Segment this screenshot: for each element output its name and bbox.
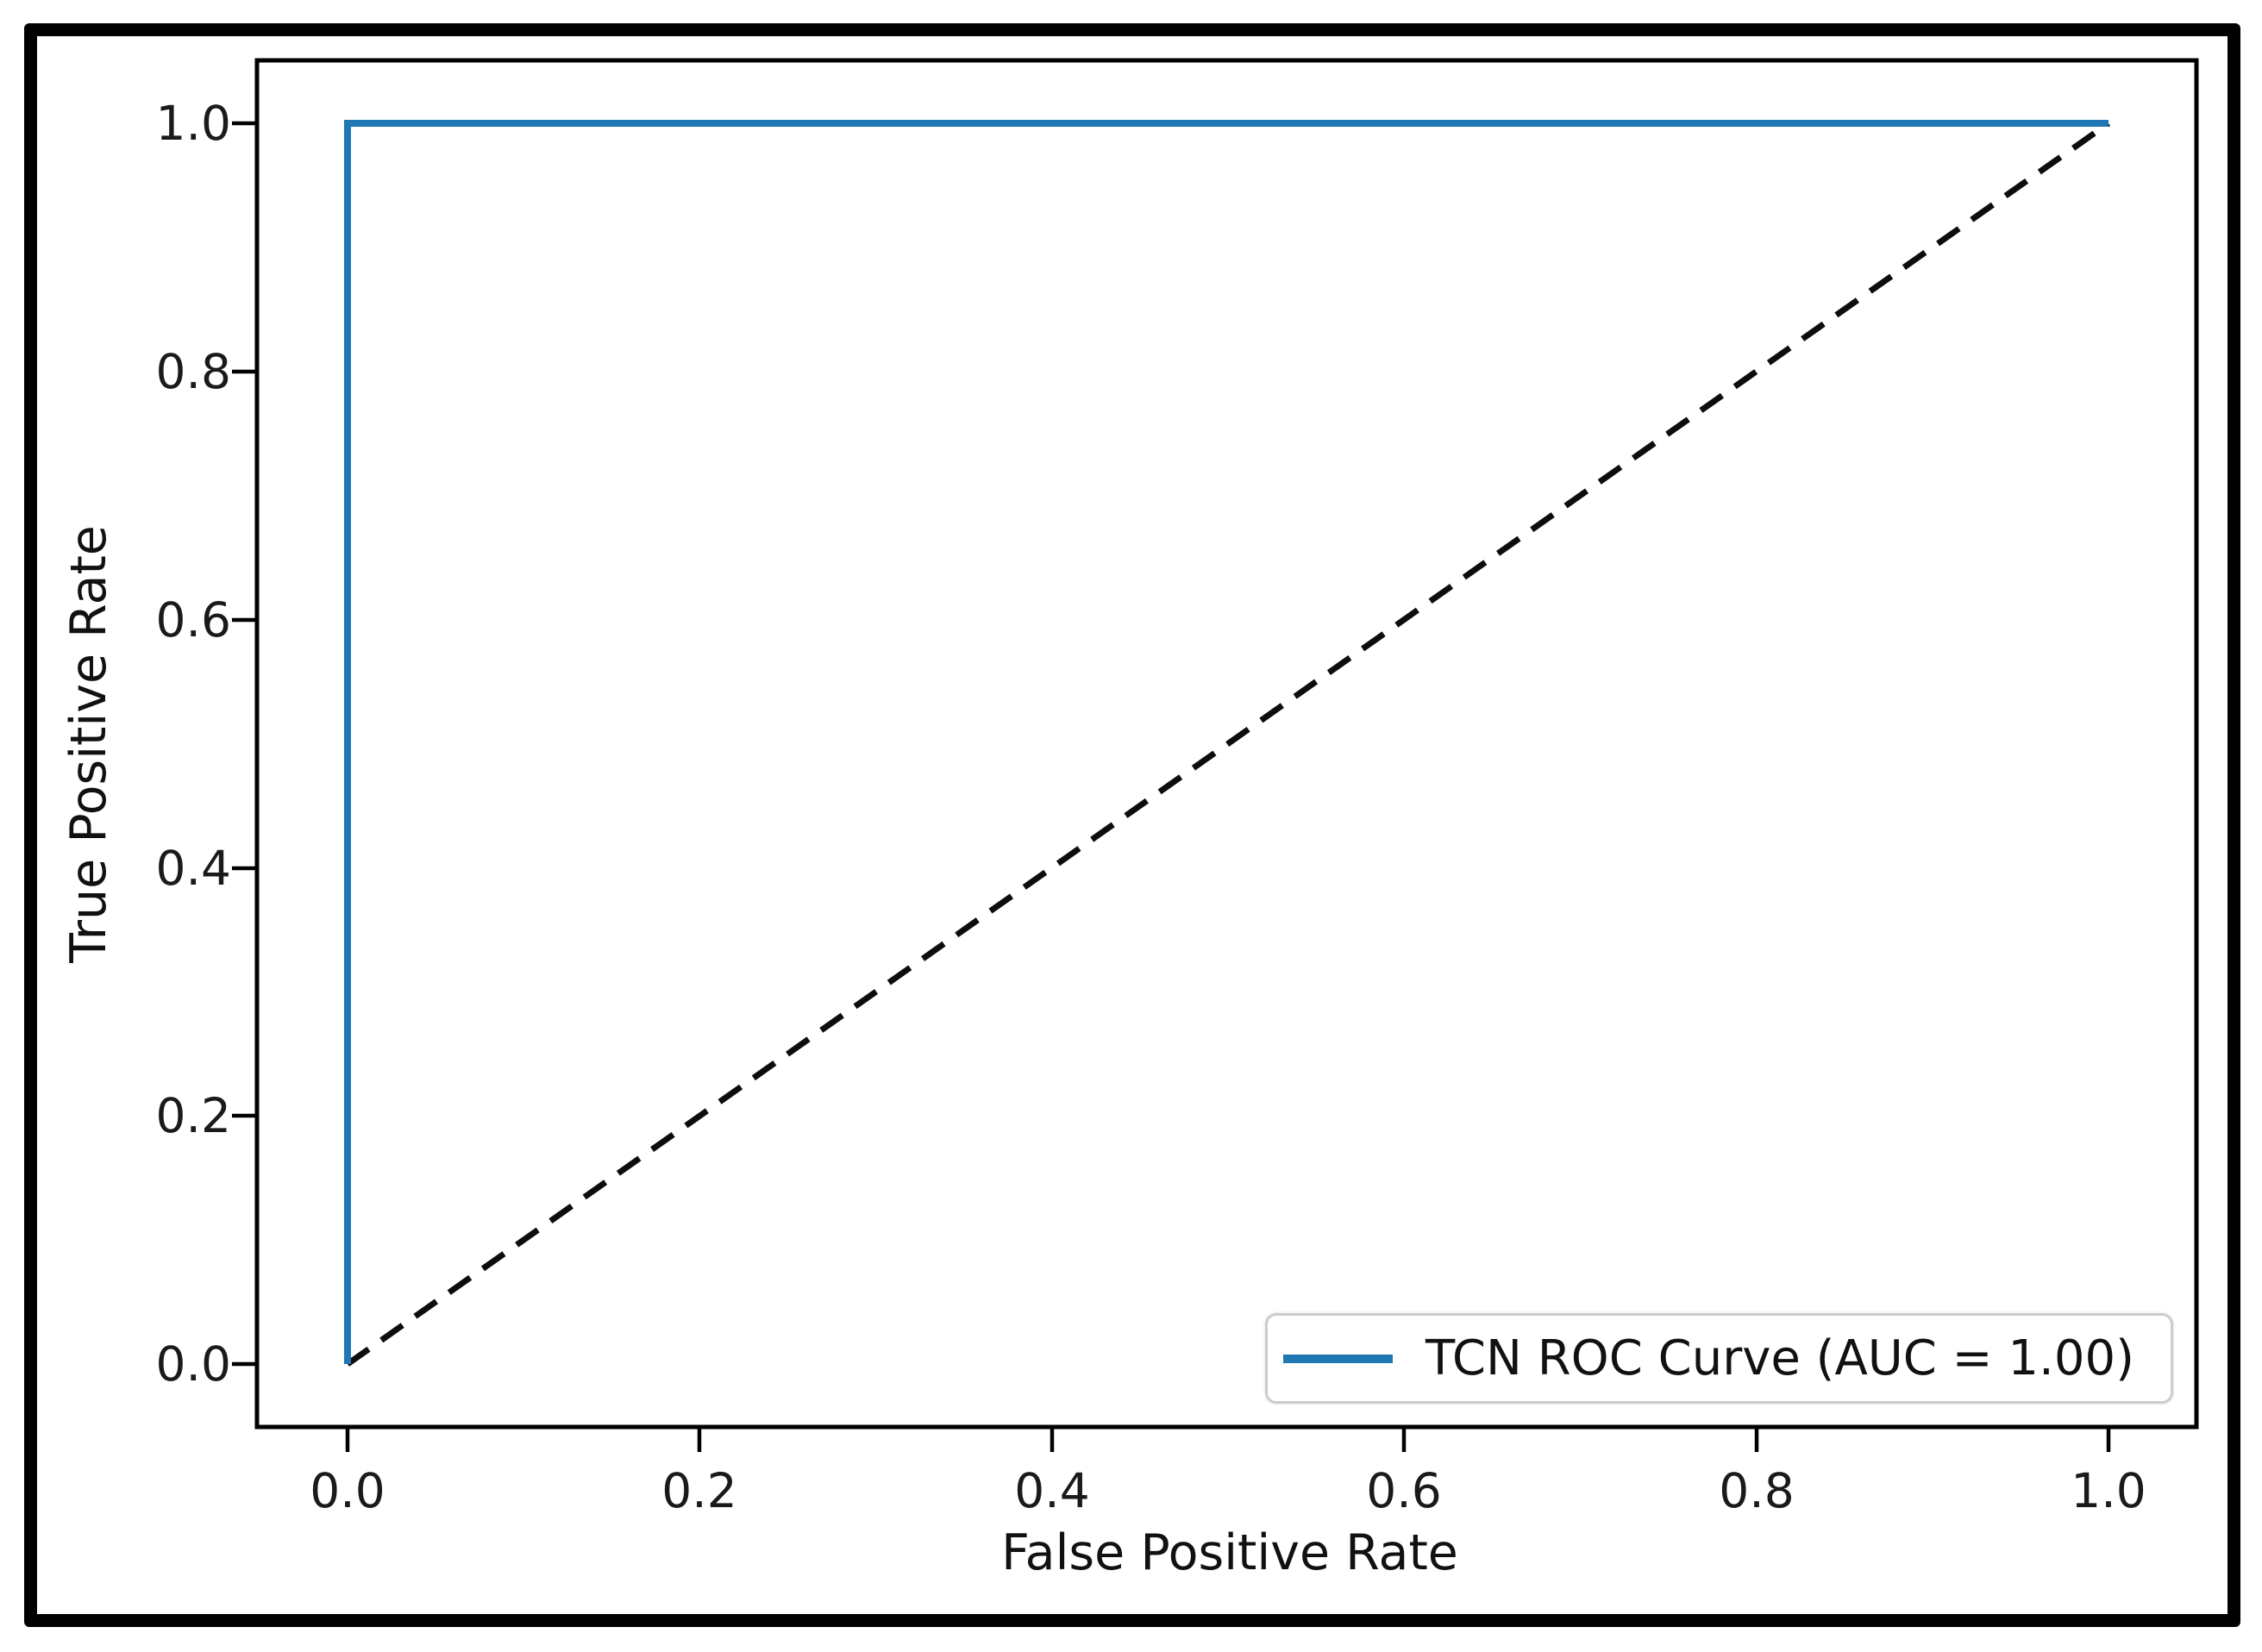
axes-spines — [254, 58, 2199, 1430]
y-tick-label: 0.8 — [155, 344, 231, 399]
x-tick-label: 0.6 — [1366, 1463, 1442, 1518]
y-tick-label: 0.2 — [155, 1088, 231, 1143]
legend: TCN ROC Curve (AUC = 1.00) — [1265, 1313, 2173, 1404]
x-tick-label: 0.8 — [1719, 1463, 1795, 1518]
y-tick-label: 1.0 — [155, 96, 231, 151]
x-tick-label: 1.0 — [2071, 1463, 2146, 1518]
x-tick-marks — [345, 1429, 2111, 1452]
y-tick-label: 0.0 — [155, 1336, 231, 1392]
legend-entry-label: TCN ROC Curve (AUC = 1.00) — [1425, 1330, 2134, 1386]
y-axis-label: True Positive Rate — [60, 525, 117, 963]
y-tick-label: 0.4 — [155, 841, 231, 896]
y-tick-label: 0.6 — [155, 592, 231, 648]
x-axis-label: False Positive Rate — [1001, 1524, 1458, 1581]
x-tick-label: 0.2 — [661, 1463, 737, 1518]
x-tick-label: 0.0 — [310, 1463, 385, 1518]
legend-line-swatch — [1283, 1354, 1393, 1363]
x-tick-label: 0.4 — [1014, 1463, 1090, 1518]
chance-diagonal-line — [345, 121, 2111, 1367]
roc-curve-line — [344, 120, 2108, 1364]
y-tick-marks — [232, 121, 255, 1367]
